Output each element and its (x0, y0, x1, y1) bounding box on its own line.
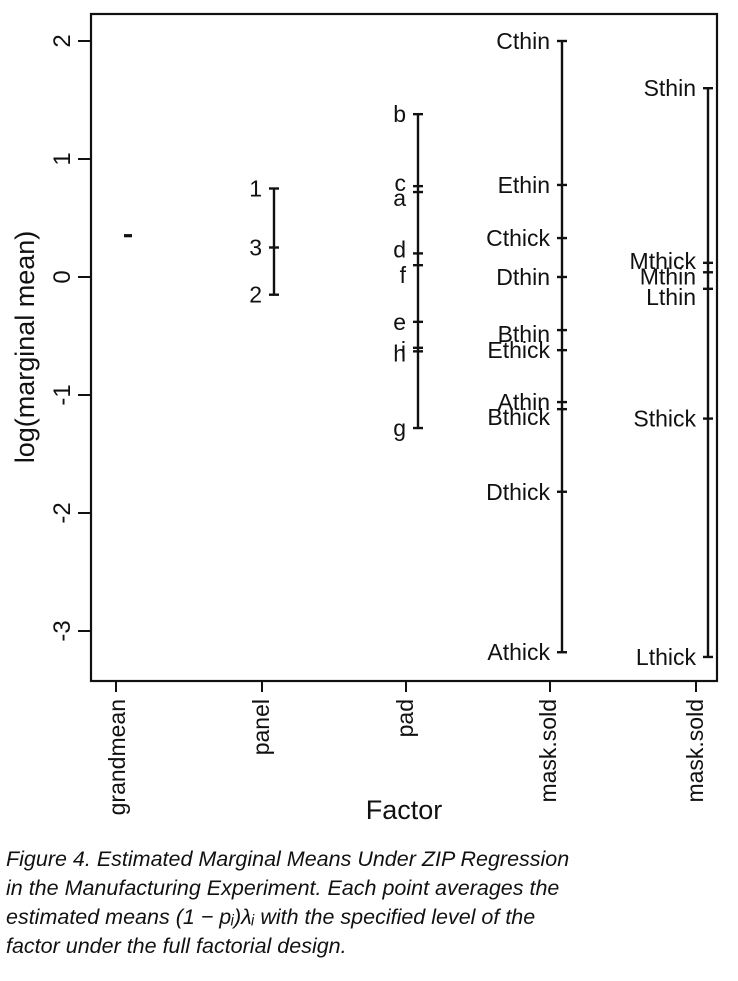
point-label: g (393, 415, 406, 441)
point-label: f (400, 262, 407, 288)
point-label: Athick (487, 639, 550, 665)
x-tick-label: grandmean (104, 699, 130, 815)
y-axis: -3 -2 -1 0 1 2 (49, 34, 91, 642)
plot-frame (89, 12, 719, 683)
x-tick-label: panel (248, 699, 274, 755)
point-label: Bthick (487, 404, 550, 430)
point-label: i (401, 337, 406, 363)
y-tick-label: -1 (49, 384, 76, 405)
x-axis: grandmean panel pad mask.sold mask.sold (104, 681, 708, 815)
y-tick-label: -2 (49, 502, 76, 523)
point-label: Cthick (486, 225, 550, 251)
y-tick-label: -3 (49, 620, 76, 641)
caption-line: factor under the full factorial design. (6, 934, 347, 958)
point-label: 3 (249, 235, 262, 261)
x-tick-label: mask.sold (682, 699, 708, 803)
x-axis-label: Factor (366, 795, 443, 825)
y-tick-label: 1 (49, 152, 76, 165)
point-label: e (393, 309, 406, 335)
figure-caption: Figure 4. Estimated Marginal Means Under… (6, 845, 722, 961)
y-tick-label: 2 (49, 34, 76, 47)
point-label: Dthick (486, 479, 550, 505)
point-label: Ethick (487, 337, 550, 363)
point-label: 2 (249, 282, 262, 308)
point-label: Athin (498, 389, 550, 415)
y-axis-label: log(marginal mean) (10, 231, 40, 464)
x-tick-label: pad (392, 699, 418, 737)
point-label: Lthin (646, 284, 696, 310)
point-label: Mthin (640, 263, 696, 289)
y-tick-label: 0 (49, 270, 76, 283)
point-label: Mthick (630, 248, 697, 274)
point-label: c (395, 170, 407, 196)
point-label: Bthin (498, 321, 550, 347)
point-label: Sthick (633, 406, 696, 432)
point-label: a (393, 185, 406, 211)
marginal-means-chart: -3 -2 -1 0 1 2 grandmean panel pad mask.sold mask… (10, 12, 719, 825)
point-label: Lthick (636, 644, 697, 670)
x-tick-label: mask.sold (535, 699, 561, 803)
factor-group-panel: 1 3 2 (249, 176, 279, 308)
point-label: Dthin (496, 264, 550, 290)
caption-line: in the Manufacturing Experiment. Each po… (6, 876, 560, 900)
point-label: Cthin (496, 28, 550, 54)
point-label: 1 (249, 176, 262, 202)
point-label: h (393, 340, 406, 366)
point-label: b (393, 101, 406, 127)
caption-line: estimated means (1 − pᵢ)λᵢ with the spec… (6, 905, 536, 929)
point-label: Ethin (498, 172, 550, 198)
point-label: Sthin (644, 75, 696, 101)
caption-line: Figure 4. Estimated Marginal Means Under… (6, 847, 570, 871)
point-label: d (393, 236, 406, 262)
